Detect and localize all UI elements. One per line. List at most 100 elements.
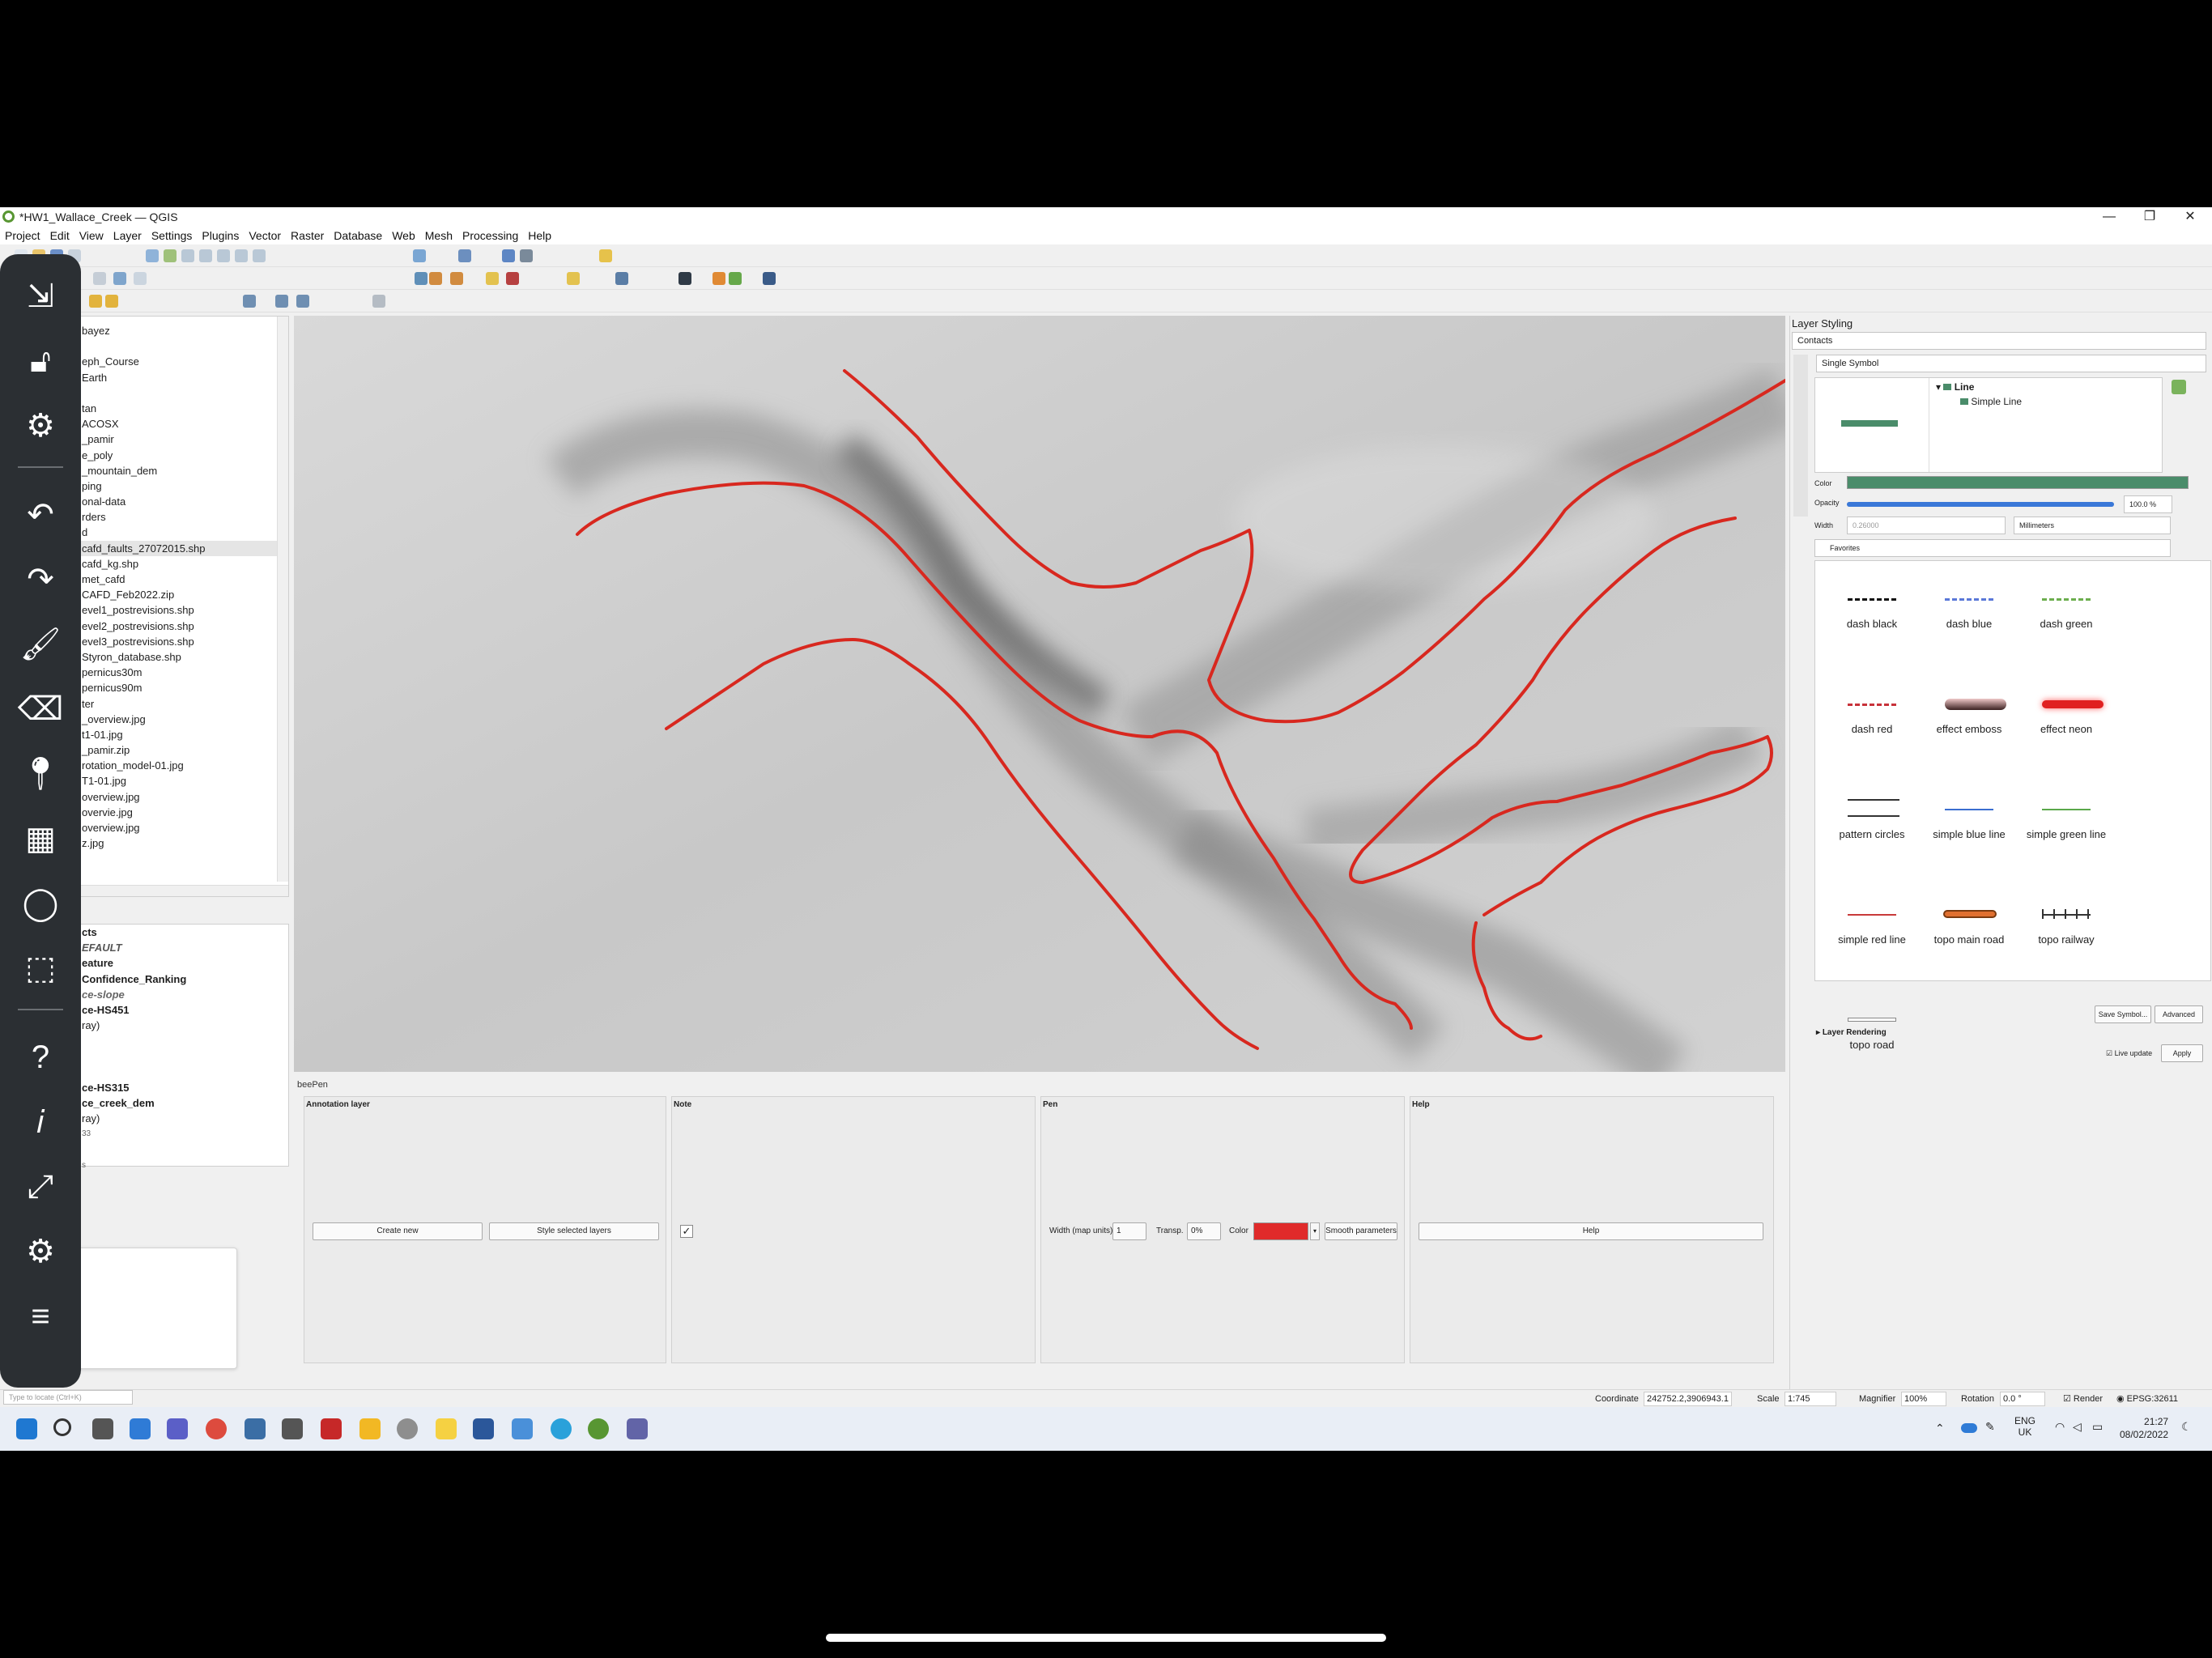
browser-item-selected[interactable]: cafd_faults_27072015.shp <box>78 540 277 556</box>
acrobat-icon[interactable] <box>321 1418 342 1439</box>
apply-button[interactable]: Apply <box>2161 1044 2203 1062</box>
layer-select[interactable]: Contacts <box>1792 332 2206 350</box>
browser-item[interactable]: pernicus30m <box>82 666 143 679</box>
annotation-stroke[interactable] <box>665 638 1259 1050</box>
close-button[interactable]: ✕ <box>2184 210 2196 223</box>
start-icon[interactable] <box>16 1418 37 1439</box>
tree-simple-line[interactable]: Simple Line <box>1960 396 2022 407</box>
browser-item[interactable]: _mountain_dem <box>82 464 158 477</box>
zoom-selection-icon[interactable] <box>253 249 266 262</box>
layer-item[interactable]: 33 <box>82 1129 91 1139</box>
menu-view[interactable]: View <box>79 229 104 242</box>
renderer-select[interactable]: Single Symbol <box>1816 355 2206 372</box>
zoom-out-icon[interactable] <box>199 249 212 262</box>
browser-item[interactable]: pernicus90m <box>82 682 143 695</box>
zoom-full-icon[interactable] <box>217 249 230 262</box>
crs-button[interactable]: ◉ EPSG:32611 <box>2116 1394 2179 1404</box>
pen-color-swatch[interactable] <box>1253 1222 1308 1240</box>
symbol-item[interactable]: dash green <box>2018 569 2115 666</box>
browser-item[interactable]: overvie.jpg <box>82 806 133 818</box>
menu-layer[interactable]: Layer <box>113 229 142 242</box>
live-update-checkbox[interactable]: ☑ Live update <box>2106 1049 2153 1057</box>
plugin-b-icon[interactable] <box>429 272 442 285</box>
browser-item[interactable]: ACOSX <box>82 418 119 431</box>
mail-icon[interactable] <box>512 1418 533 1439</box>
plugin-h-icon[interactable] <box>678 272 691 285</box>
symbol-tree[interactable]: ▾ Line Simple Line <box>1929 378 2162 472</box>
refresh-icon[interactable] <box>413 249 426 262</box>
menu-edit[interactable]: Edit <box>49 229 70 242</box>
attribute-icon[interactable] <box>372 295 385 308</box>
app-icon-c[interactable] <box>397 1418 418 1439</box>
help-button[interactable]: Help <box>1419 1222 1763 1240</box>
sticky-notes-icon[interactable] <box>436 1418 457 1439</box>
symbol-item[interactable]: simple blue line <box>1921 780 2018 877</box>
pan-icon[interactable] <box>146 249 159 262</box>
app-icon-d[interactable] <box>627 1418 648 1439</box>
symbol-item[interactable]: topo main road <box>1921 885 2018 982</box>
symbol-item[interactable]: pattern circles <box>1823 780 1921 877</box>
browser-item[interactable]: rders <box>82 511 106 524</box>
layer-item[interactable]: EFAULT <box>82 942 122 954</box>
browser-item[interactable]: ping <box>82 479 102 492</box>
symbol-item[interactable]: simple red line <box>1823 885 1921 982</box>
coordinate-value[interactable]: 242752.2,3906943.1 <box>1644 1392 1732 1406</box>
symbol-item[interactable]: dash red <box>1823 674 1921 772</box>
redo-icon[interactable]: ↷ <box>27 562 54 597</box>
browser-item[interactable]: _pamir <box>82 433 114 446</box>
style-selected-layers-button[interactable]: Style selected layers <box>489 1222 659 1240</box>
fullscreen-icon[interactable]: ⤢ <box>28 1169 53 1205</box>
deselect-icon[interactable] <box>296 295 309 308</box>
layer-item[interactable] <box>78 1065 288 1080</box>
home-indicator[interactable] <box>826 1634 1386 1642</box>
settings-icon[interactable]: ⚙ <box>26 408 55 444</box>
label-tool-icon[interactable] <box>105 295 118 308</box>
app-icon-b[interactable] <box>282 1418 303 1439</box>
layer-item[interactable]: ray) <box>82 1112 100 1125</box>
browser-item[interactable]: evel2_postrevisions.shp <box>82 619 194 632</box>
menu-settings[interactable]: Settings <box>151 229 193 242</box>
annotation-stroke[interactable] <box>1471 921 1542 1041</box>
browser-item[interactable]: z.jpg <box>82 837 104 850</box>
config-icon[interactable]: ⚙ <box>26 1234 55 1269</box>
task-view-icon[interactable] <box>92 1418 113 1439</box>
rotation-value[interactable]: 0.0 ° <box>2000 1392 2045 1406</box>
plugin-e-icon[interactable] <box>506 272 519 285</box>
eraser-icon[interactable]: ⌫ <box>17 691 64 727</box>
browser-item[interactable]: d <box>82 526 88 539</box>
qgis-taskbar-icon[interactable] <box>588 1418 609 1439</box>
create-new-button[interactable]: Create new <box>313 1222 483 1240</box>
exit-icon[interactable]: ⇲ <box>27 278 54 314</box>
measure-icon[interactable] <box>502 249 515 262</box>
menu-processing[interactable]: Processing <box>462 229 519 242</box>
browser-item[interactable]: bayez <box>82 325 110 337</box>
menu-database[interactable]: Database <box>334 229 383 242</box>
magnifier-value[interactable]: 100% <box>1901 1392 1946 1406</box>
file-explorer-icon[interactable] <box>359 1418 381 1439</box>
symbol-item[interactable]: topo railway <box>2018 885 2115 982</box>
chevron-up-icon[interactable]: ⌃ <box>1935 1422 1945 1435</box>
browser-item[interactable]: onal-data <box>82 495 126 508</box>
symbol-item[interactable]: effect emboss <box>1921 674 2018 772</box>
zoom-layer-icon[interactable] <box>235 249 248 262</box>
symbol-item[interactable]: dash black <box>1823 569 1921 666</box>
layer-rendering-label[interactable]: ▸ Layer Rendering <box>1816 1028 1887 1037</box>
browser-item[interactable]: Styron_database.shp <box>82 650 181 663</box>
tree-line[interactable]: ▾ Line <box>1936 381 1975 393</box>
browser-item[interactable]: evel3_postrevisions.shp <box>82 635 194 648</box>
pen-width-select[interactable]: 1 <box>1112 1222 1146 1240</box>
browser-item[interactable]: cafd_kg.shp <box>82 557 139 570</box>
app-icon-a[interactable] <box>245 1418 266 1439</box>
browser-item[interactable] <box>78 385 277 401</box>
browser-item[interactable]: tan <box>82 402 97 414</box>
browser-item[interactable]: t1-01.jpg <box>82 728 123 741</box>
add-symbol-layer-icon[interactable] <box>2172 380 2186 394</box>
pan-selection-icon[interactable] <box>164 249 177 262</box>
volume-icon[interactable]: ◁ <box>2073 1420 2082 1433</box>
chrome-icon[interactable] <box>206 1418 227 1439</box>
digitize-icon[interactable] <box>134 272 147 285</box>
render-checkbox[interactable]: ☑ Render <box>2063 1394 2103 1404</box>
browser-item[interactable]: Earth <box>82 371 108 384</box>
unit-select[interactable]: Millimeters <box>2014 517 2171 534</box>
map-canvas[interactable] <box>294 316 1785 1072</box>
